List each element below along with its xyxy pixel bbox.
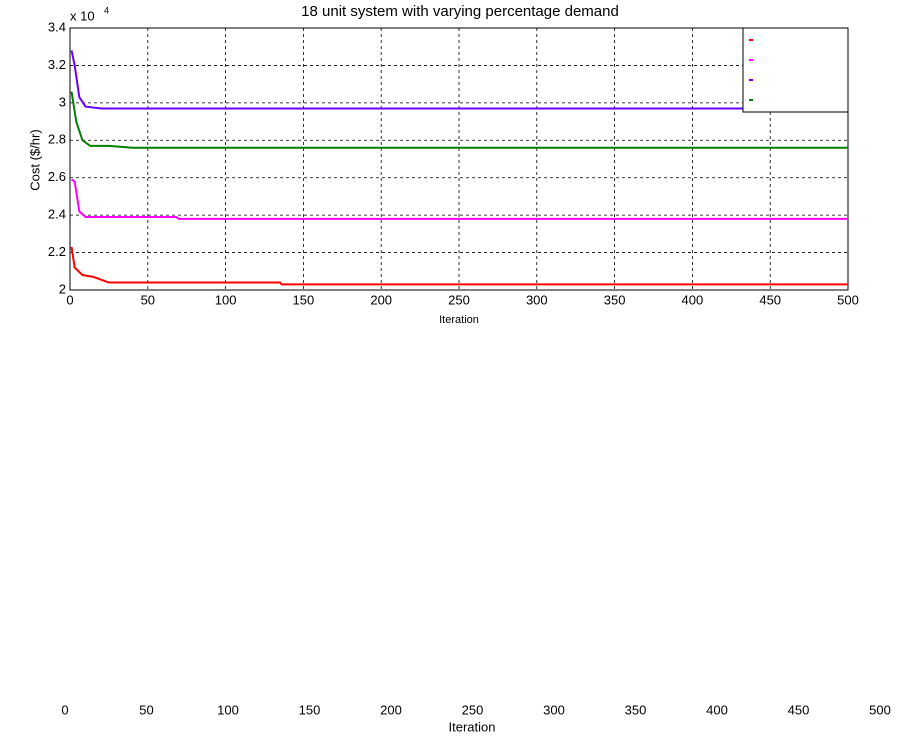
- lower-x-tick-label: 450: [788, 702, 810, 717]
- y-tick-label: 2.8: [48, 132, 66, 147]
- y-multiplier-exponent: 4: [104, 5, 109, 15]
- lower-x-tick-label: 250: [462, 702, 484, 717]
- x-tick-label: 50: [141, 292, 155, 307]
- x-tick-label: 150: [293, 292, 315, 307]
- y-tick-label: 3.2: [48, 57, 66, 72]
- x-tick-label: 100: [215, 292, 237, 307]
- lower-x-tick-label: 400: [706, 702, 728, 717]
- x-tick-label: 200: [370, 292, 392, 307]
- y-axis-label: Cost ($/hr): [27, 129, 42, 190]
- y-multiplier: x 10: [70, 8, 95, 23]
- x-tick-label: 400: [682, 292, 704, 307]
- y-tick-label: 2.6: [48, 169, 66, 184]
- y-tick-label: 2.4: [48, 207, 66, 222]
- lower-x-tick-label: 100: [217, 702, 239, 717]
- x-tick-label: 0: [66, 292, 73, 307]
- legend-box: [742, 27, 849, 113]
- x-tick-label: 450: [759, 292, 781, 307]
- lower-x-tick-label: 150: [299, 702, 321, 717]
- y-tick-label: 2.2: [48, 244, 66, 259]
- lower-x-tick-label: 500: [869, 702, 891, 717]
- lower-x-tick-label: 300: [543, 702, 565, 717]
- y-tick-label: 2: [59, 281, 66, 296]
- x-axis-label: Iteration: [439, 314, 479, 326]
- lower-x-tick-label: 0: [61, 702, 68, 717]
- series-line: [70, 50, 848, 110]
- y-tick-label: 3.4: [48, 19, 66, 34]
- x-tick-label: 500: [837, 292, 859, 307]
- x-tick-label: 350: [604, 292, 626, 307]
- series-line: [71, 178, 848, 220]
- y-tick-label: 3: [59, 94, 66, 109]
- series-line: [70, 91, 848, 149]
- x-tick-label: 300: [526, 292, 548, 307]
- x-tick-label: 250: [448, 292, 470, 307]
- chart-title: 18 unit system with varying percentage d…: [301, 3, 619, 20]
- series-line: [70, 246, 848, 286]
- lower-x-axis-label: Iteration: [449, 719, 496, 734]
- lower-x-tick-label: 200: [380, 702, 402, 717]
- lower-x-tick-label: 50: [139, 702, 153, 717]
- lower-x-tick-label: 350: [625, 702, 647, 717]
